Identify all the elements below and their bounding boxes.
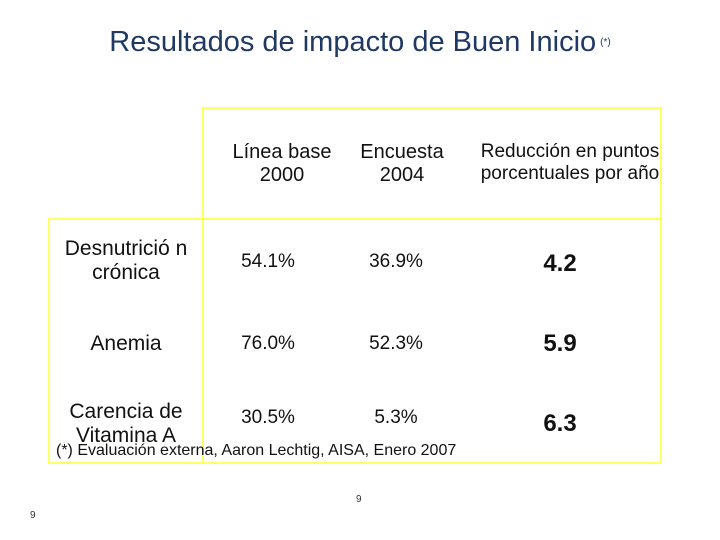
value-desnutricion-base: 54.1% <box>241 251 295 273</box>
row-label-desnutricion: Desnutrició n crónica <box>64 236 188 284</box>
grid-line-bottom <box>48 462 662 464</box>
header-linea-base: Línea base 2000 <box>232 141 332 186</box>
title-text: Resultados de impacto de Buen Inicio <box>109 26 597 58</box>
grid-line-col1 <box>202 107 204 464</box>
footnote: (*) Evaluación externa, Aaron Lechtig, A… <box>56 442 457 459</box>
row-label-vitamina-a: Carencia de Vitamina A <box>69 399 183 447</box>
slide-title: Resultados de impacto de Buen Inicio (*) <box>0 26 720 59</box>
grid-line-header <box>48 218 662 220</box>
value-vitamina-a-base: 30.5% <box>241 407 295 429</box>
grid-line-left <box>48 218 50 464</box>
value-desnutricion-encuesta: 36.9% <box>369 251 423 273</box>
value-anemia-encuesta: 52.3% <box>369 333 423 355</box>
row-label-anemia: Anemia <box>90 331 162 355</box>
value-vitamina-a-encuesta: 5.3% <box>374 407 418 429</box>
header-reduccion: Reducción en puntos porcentuales por año <box>480 141 660 184</box>
value-anemia-reduccion: 5.9 <box>543 330 577 358</box>
value-anemia-base: 76.0% <box>241 333 295 355</box>
value-vitamina-a-reduccion: 6.3 <box>543 410 577 438</box>
grid-line-top <box>202 107 662 109</box>
title-note: (*) <box>600 37 611 48</box>
page-number-left: 9 <box>30 510 36 521</box>
page-number-center: 9 <box>356 494 362 505</box>
value-desnutricion-reduccion: 4.2 <box>543 250 577 278</box>
header-encuesta: Encuesta 2004 <box>360 141 444 186</box>
grid-line-right <box>660 107 662 464</box>
